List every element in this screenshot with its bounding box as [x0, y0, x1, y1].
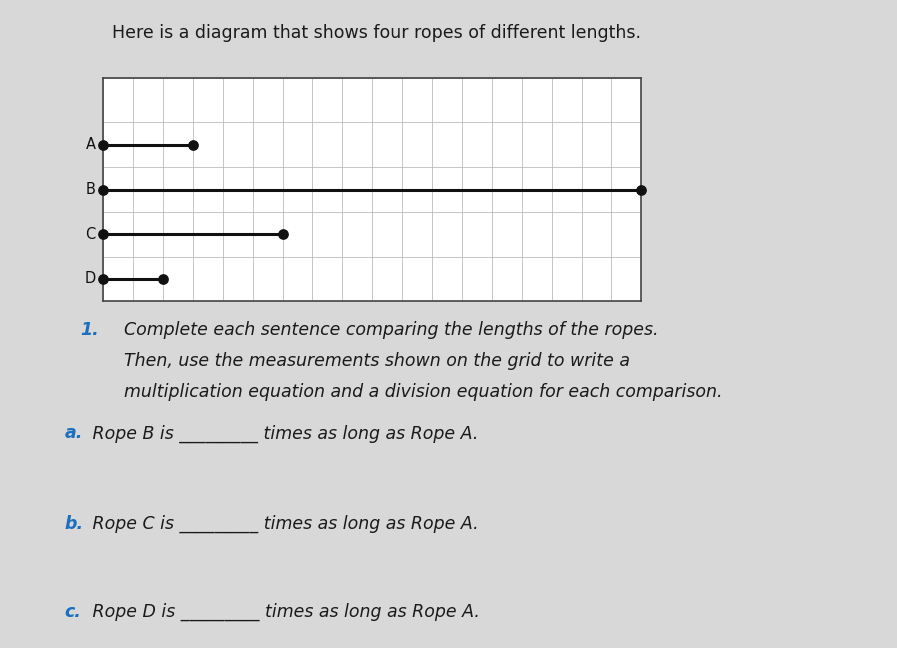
Point	[96, 273, 110, 284]
Point	[96, 140, 110, 150]
Text: B: B	[86, 182, 96, 197]
Text: multiplication equation and a division equation for each comparison.: multiplication equation and a division e…	[124, 383, 722, 401]
Text: Here is a diagram that shows four ropes of different lengths.: Here is a diagram that shows four ropes …	[112, 24, 641, 42]
Text: Rope B is _________ times as long as Rope A.: Rope B is _________ times as long as Rop…	[87, 424, 478, 443]
Text: 1.: 1.	[81, 321, 100, 339]
Point	[275, 229, 290, 239]
Point	[156, 273, 170, 284]
Point	[186, 140, 200, 150]
Text: b.: b.	[65, 515, 83, 533]
Text: Then, use the measurements shown on the grid to write a: Then, use the measurements shown on the …	[124, 352, 630, 370]
Text: Rope D is _________ times as long as Rope A.: Rope D is _________ times as long as Rop…	[87, 603, 480, 621]
Point	[96, 229, 110, 239]
Text: c.: c.	[65, 603, 82, 621]
Text: Rope C is _________ times as long as Rope A.: Rope C is _________ times as long as Rop…	[87, 515, 479, 533]
Text: D: D	[84, 272, 96, 286]
Point	[634, 184, 649, 194]
Point	[96, 184, 110, 194]
Text: Complete each sentence comparing the lengths of the ropes.: Complete each sentence comparing the len…	[124, 321, 658, 339]
Text: a.: a.	[65, 424, 83, 443]
Text: C: C	[85, 227, 96, 242]
Text: A: A	[86, 137, 96, 152]
